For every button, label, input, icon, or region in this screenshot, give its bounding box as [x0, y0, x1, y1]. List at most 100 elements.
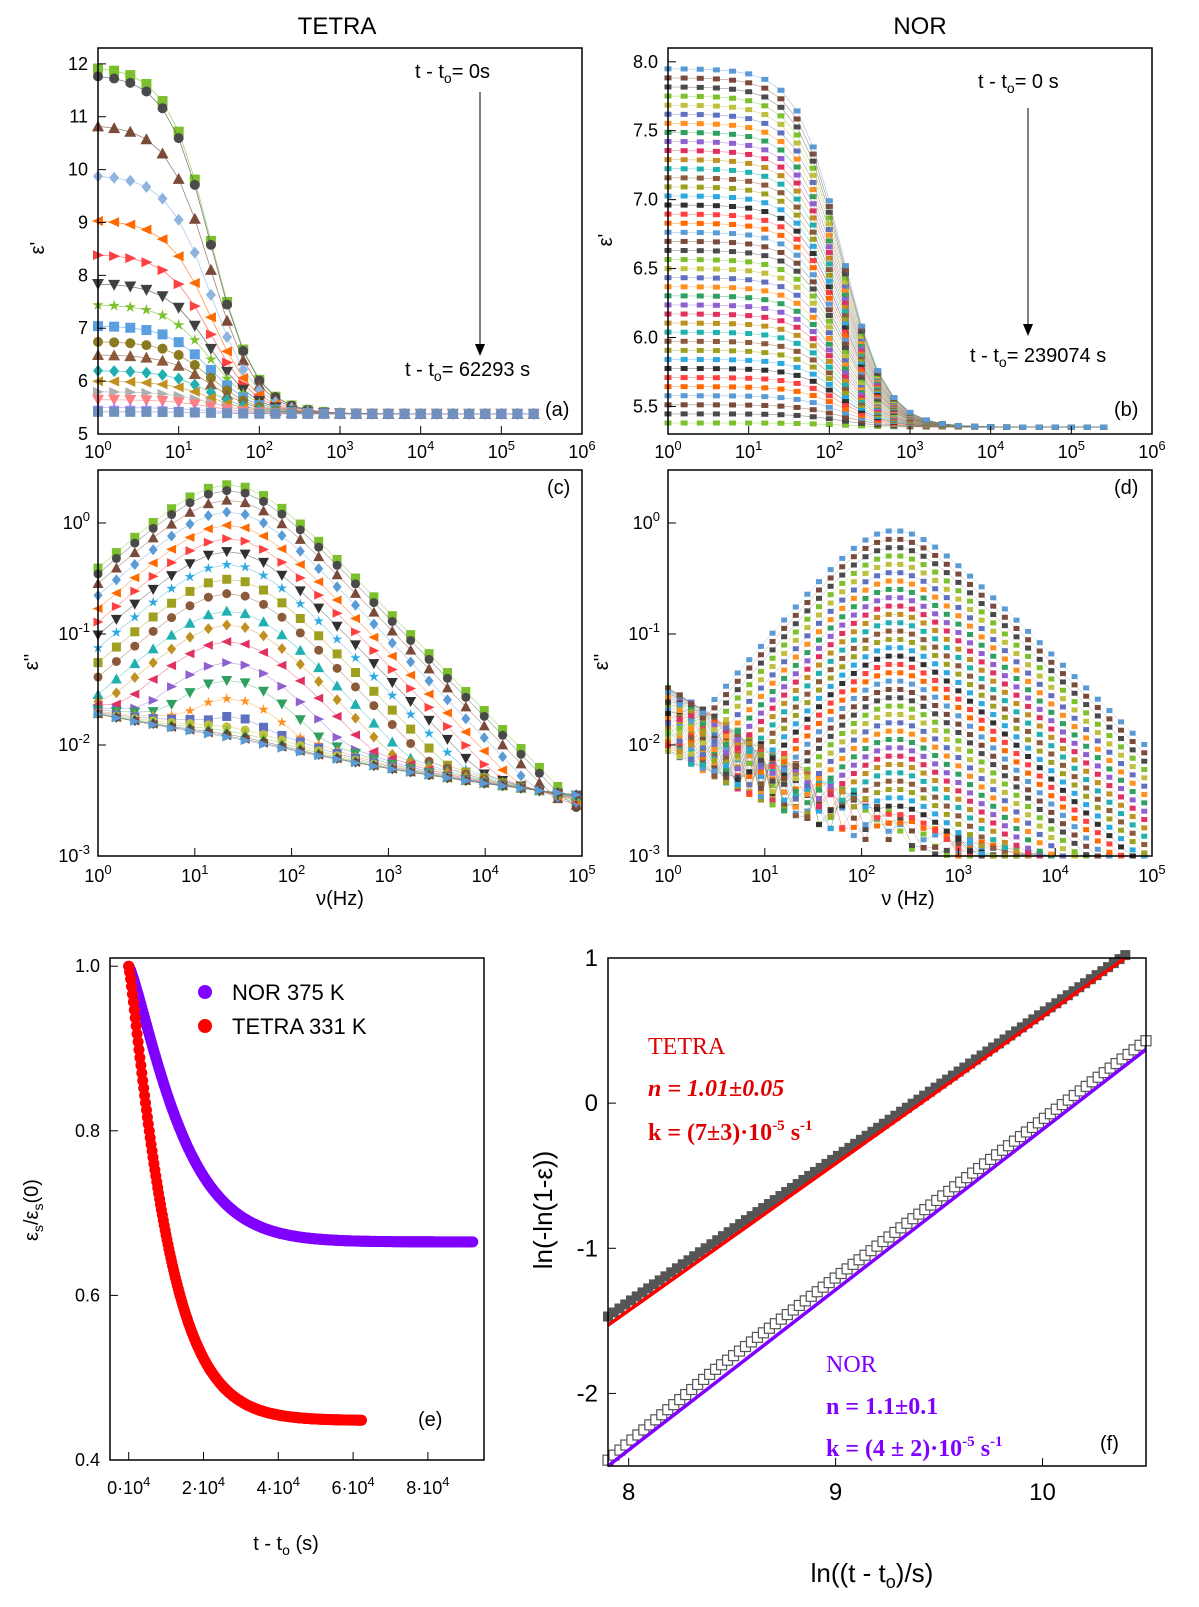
c-point: [313, 732, 325, 743]
d-point: [908, 581, 915, 587]
d-point: [781, 659, 788, 665]
c-point: [424, 654, 434, 664]
d-point: [885, 703, 892, 709]
b-point: [858, 349, 866, 355]
a-point: [125, 387, 137, 398]
b-point: [809, 265, 817, 271]
a-xtick-label: 104: [407, 438, 434, 462]
d-point: [885, 586, 892, 592]
d-point: [862, 679, 869, 685]
d-ytick-label: 10-1: [628, 620, 660, 644]
d-point: [885, 611, 892, 617]
d-point: [1059, 846, 1066, 852]
b-point: [793, 356, 801, 362]
d-point: [943, 653, 950, 659]
d-point: [839, 781, 846, 787]
d-point: [1036, 640, 1043, 646]
b-point: [745, 178, 753, 184]
c-point: [479, 711, 489, 721]
c-point: [314, 563, 324, 575]
d-point: [1013, 659, 1020, 665]
a-point: [157, 192, 168, 205]
c-point: [148, 523, 158, 533]
d-point: [1071, 815, 1078, 821]
b-point: [761, 244, 769, 250]
c-point: [332, 581, 342, 593]
d-point: [711, 713, 718, 719]
f-point-tetra: [1062, 990, 1073, 1001]
d-point: [1025, 720, 1032, 726]
d-point: [1013, 759, 1020, 765]
b-point: [793, 164, 801, 170]
d-point: [862, 762, 869, 768]
b-point: [809, 293, 817, 299]
a-point: [204, 263, 217, 275]
b-point: [793, 348, 801, 354]
d-point: [746, 690, 753, 696]
d-point: [943, 570, 950, 576]
b-point: [680, 166, 688, 172]
c-point: [184, 571, 196, 582]
d-point: [781, 801, 788, 807]
d-point: [943, 745, 950, 751]
d-point: [1071, 832, 1078, 838]
column-title-right: NOR: [893, 13, 946, 40]
d-point: [804, 741, 811, 747]
c-point: [386, 678, 398, 689]
c-point: [461, 776, 472, 786]
f-point-tetra: [735, 1219, 746, 1230]
c-point: [406, 724, 416, 734]
d-point: [920, 712, 927, 718]
c-point: [166, 699, 178, 710]
b-point: [858, 338, 866, 344]
d-point: [839, 705, 846, 711]
a-point: [238, 363, 249, 376]
d-point: [688, 742, 695, 748]
d-point: [1001, 798, 1008, 804]
d-point: [816, 670, 823, 676]
d-point: [723, 700, 730, 706]
d-point: [1025, 837, 1032, 843]
b-point: [809, 407, 817, 413]
d-point: [932, 736, 939, 742]
d-point: [1036, 798, 1043, 804]
d-point: [711, 773, 718, 779]
b-point: [761, 394, 769, 400]
b-point: [680, 293, 688, 299]
c-point: [185, 546, 196, 556]
d-point: [804, 814, 811, 820]
d-point: [850, 737, 857, 743]
b-point: [712, 121, 720, 127]
a-point: [125, 77, 136, 88]
b-point: [858, 367, 866, 373]
b-point: [825, 232, 833, 238]
b-point: [696, 84, 704, 90]
b-point: [793, 220, 801, 226]
b-point: [729, 194, 737, 200]
d-point: [850, 554, 857, 560]
a-point: [222, 299, 233, 310]
d-point: [1059, 679, 1066, 685]
d-point: [990, 820, 997, 826]
d-point: [746, 673, 753, 679]
d-point: [990, 662, 997, 668]
d-point: [897, 661, 904, 667]
c-point: [386, 625, 398, 636]
b-point: [761, 120, 769, 126]
d-point: [920, 595, 927, 601]
c-point: [386, 736, 398, 747]
d-point: [932, 694, 939, 700]
b-point: [729, 249, 737, 255]
d-point: [688, 730, 695, 736]
b-point: [841, 381, 849, 387]
d-point: [746, 773, 753, 779]
f-point-tetra: [781, 1187, 792, 1198]
d-point: [1048, 776, 1055, 782]
b-point: [712, 203, 720, 209]
b-point: [858, 369, 866, 375]
d-point: [850, 629, 857, 635]
d-point: [862, 562, 869, 568]
d-point: [967, 690, 974, 696]
a-point: [141, 78, 152, 89]
d-point: [1059, 804, 1066, 810]
